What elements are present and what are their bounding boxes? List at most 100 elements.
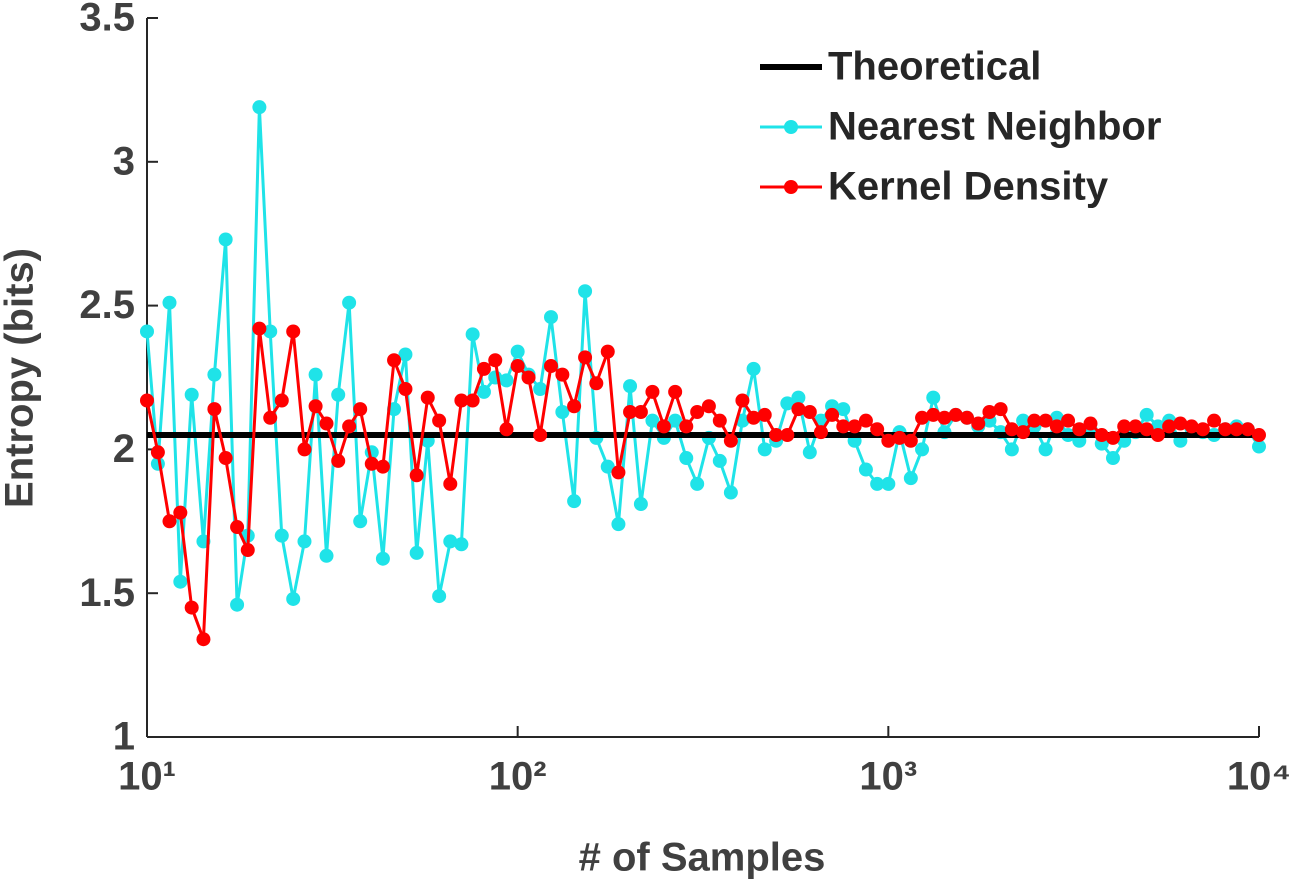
data-point [746, 361, 761, 376]
data-point [476, 361, 491, 376]
data-point [252, 100, 267, 115]
data-point [1016, 425, 1031, 440]
data-point [375, 551, 390, 566]
data-point [207, 402, 222, 417]
data-point [240, 543, 255, 558]
data-point [858, 462, 873, 477]
data-point [578, 350, 593, 365]
data-point [1162, 419, 1177, 434]
data-point [230, 520, 245, 535]
data-point [870, 476, 885, 491]
data-point [802, 405, 817, 420]
data-point [881, 476, 896, 491]
data-point [162, 295, 177, 310]
data-point [780, 428, 795, 443]
data-point [454, 393, 469, 408]
data-point [668, 413, 683, 428]
data-point [218, 232, 233, 247]
data-point [364, 456, 379, 471]
data-point [297, 534, 312, 549]
data-point [1240, 422, 1255, 437]
data-point [555, 367, 570, 382]
data-point [1038, 413, 1053, 428]
data-point [533, 382, 548, 397]
data-point [432, 589, 447, 604]
data-point [398, 382, 413, 397]
data-point [555, 405, 570, 420]
data-point [712, 413, 727, 428]
data-point [196, 632, 211, 647]
data-point [746, 410, 761, 425]
data-point [454, 537, 469, 552]
data-point [656, 419, 671, 434]
data-point [1117, 419, 1132, 434]
data-point [633, 497, 648, 512]
data-point [1061, 413, 1076, 428]
data-point [1083, 416, 1098, 431]
data-point [915, 442, 930, 457]
data-point [903, 471, 918, 486]
data-point [600, 459, 615, 474]
data-point [982, 405, 997, 420]
y-tick-label: 2 [113, 427, 135, 471]
data-point [881, 433, 896, 448]
data-point [892, 430, 907, 445]
data-point [488, 353, 503, 368]
data-point [263, 410, 278, 425]
data-point [668, 384, 683, 399]
data-point [443, 534, 458, 549]
data-point [735, 393, 750, 408]
data-point [162, 514, 177, 529]
data-point [150, 445, 165, 460]
data-point [274, 528, 289, 543]
data-point [387, 353, 402, 368]
data-point [712, 453, 727, 468]
data-point [623, 405, 638, 420]
data-point [578, 284, 593, 299]
data-point [600, 344, 615, 359]
data-point [757, 407, 772, 422]
data-point [297, 442, 312, 457]
data-point [847, 419, 862, 434]
data-point [140, 393, 154, 408]
data-point [286, 591, 301, 606]
y-tick-label: 2.5 [79, 283, 135, 327]
data-point [858, 413, 873, 428]
data-point [937, 410, 952, 425]
data-point [1004, 422, 1019, 437]
data-point [353, 402, 368, 417]
legend-label: Nearest Neighbor [828, 105, 1161, 149]
data-point [791, 390, 806, 405]
data-point [1049, 419, 1064, 434]
y-tick-label: 3.5 [79, 0, 135, 40]
data-point [510, 358, 525, 373]
data-point [836, 402, 851, 417]
data-point [398, 347, 413, 362]
data-point [1252, 439, 1266, 454]
data-point [915, 410, 930, 425]
y-axis-label: Entropy (bits) [0, 248, 42, 508]
data-point [1195, 422, 1210, 437]
data-point [780, 396, 795, 411]
data-point [1139, 422, 1154, 437]
data-point [757, 442, 772, 457]
data-point [813, 425, 828, 440]
data-point [230, 597, 245, 612]
data-point [1173, 416, 1188, 431]
data-point [723, 485, 738, 500]
y-tick-label: 3 [113, 139, 135, 183]
data-point [926, 407, 941, 422]
data-point [342, 295, 357, 310]
data-point [476, 384, 491, 399]
data-point [633, 405, 648, 420]
data-point [443, 476, 458, 491]
data-point [903, 433, 918, 448]
data-point [611, 465, 626, 480]
data-point [543, 358, 558, 373]
data-point [1184, 419, 1199, 434]
data-point [769, 428, 784, 443]
data-point [207, 367, 222, 382]
data-point [274, 393, 289, 408]
data-point [342, 419, 357, 434]
